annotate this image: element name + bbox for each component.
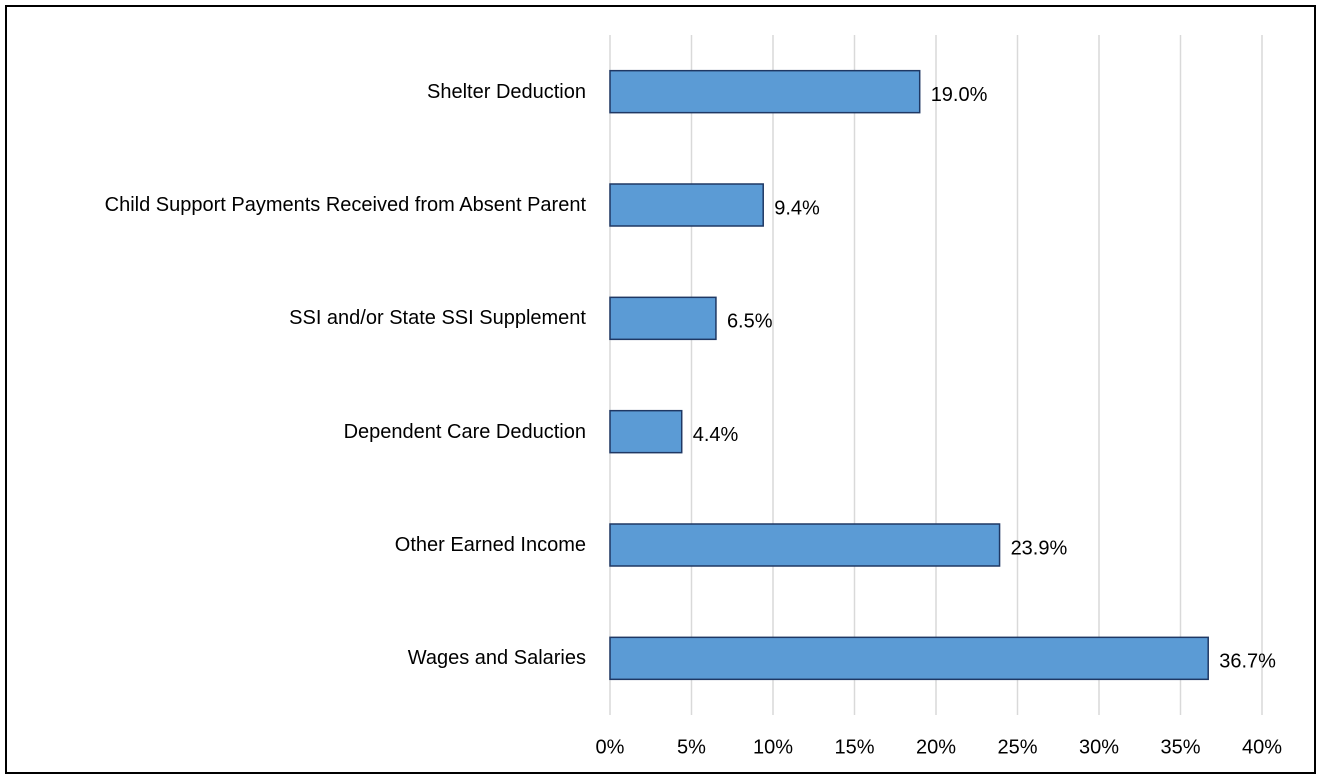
data-label: 4.4%	[693, 424, 739, 446]
y-tick-label: Other Earned Income	[394, 533, 586, 556]
bar	[609, 523, 1001, 567]
bar	[609, 183, 764, 227]
x-tick-label: 5%	[677, 736, 706, 758]
bar	[609, 69, 921, 114]
y-tick-label-box: Child Support Payments Received from Abs…	[10, 148, 586, 261]
y-tick-label-box: Other Earned Income	[10, 488, 586, 601]
data-label: 23.9%	[1011, 537, 1068, 559]
x-tick-label: 10%	[753, 736, 793, 758]
y-tick-label-box: Wages and Salaries	[10, 602, 586, 715]
y-tick-label: Child Support Payments Received from Abs…	[104, 193, 586, 216]
y-tick-label-box: Dependent Care Deduction	[10, 375, 586, 488]
x-tick-label: 25%	[997, 736, 1037, 758]
x-tick-label: 35%	[1160, 736, 1200, 758]
y-tick-label-box: SSI and/or State SSI Supplement	[10, 262, 586, 375]
data-label: 19.0%	[931, 84, 988, 106]
x-tick-label: 20%	[916, 736, 956, 758]
x-tick-label: 0%	[596, 736, 625, 758]
chart-border	[5, 5, 1316, 774]
x-tick-label: 30%	[1079, 736, 1119, 758]
bar	[609, 409, 683, 454]
data-label: 9.4%	[774, 197, 820, 219]
data-label: 36.7%	[1219, 651, 1276, 673]
y-tick-label-box: Shelter Deduction	[10, 35, 586, 148]
bar	[609, 296, 717, 341]
bar	[609, 636, 1209, 681]
x-tick-label: 40%	[1242, 736, 1282, 758]
data-label: 6.5%	[727, 311, 773, 333]
y-tick-label: SSI and/or State SSI Supplement	[289, 307, 586, 330]
y-tick-label: Wages and Salaries	[407, 647, 586, 670]
y-tick-label: Dependent Care Deduction	[343, 420, 586, 443]
x-tick-label: 15%	[834, 736, 874, 758]
y-tick-label: Shelter Deduction	[427, 80, 586, 103]
